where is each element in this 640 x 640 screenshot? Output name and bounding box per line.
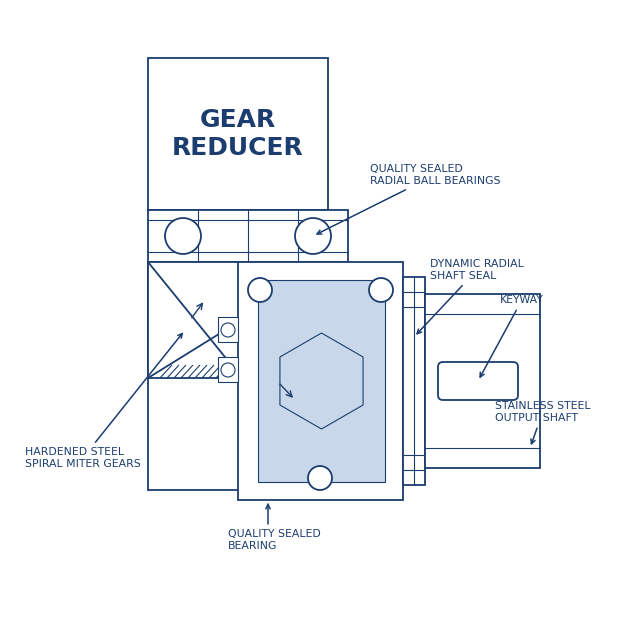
Text: QUALITY SEALED
BEARING: QUALITY SEALED BEARING	[228, 504, 321, 551]
FancyBboxPatch shape	[438, 362, 518, 400]
Bar	[148, 262, 243, 490]
Circle shape	[165, 218, 201, 254]
Bar	[238, 262, 403, 500]
Text: QUALITY SEALED
RADIAL BALL BEARINGS: QUALITY SEALED RADIAL BALL BEARINGS	[317, 164, 500, 234]
Circle shape	[248, 278, 272, 302]
Polygon shape	[148, 262, 335, 378]
Bar	[218, 317, 238, 342]
Circle shape	[308, 466, 332, 490]
Circle shape	[221, 323, 235, 337]
Text: DYNAMIC RADIAL
SHAFT SEAL: DYNAMIC RADIAL SHAFT SEAL	[417, 259, 524, 333]
Text: KEYWAY: KEYWAY	[480, 295, 544, 377]
Bar	[148, 210, 348, 262]
Circle shape	[369, 278, 393, 302]
Text: STAINLESS STEEL
OUTPUT SHAFT: STAINLESS STEEL OUTPUT SHAFT	[495, 401, 591, 444]
Bar	[258, 280, 385, 482]
Circle shape	[221, 363, 235, 377]
Polygon shape	[280, 333, 363, 429]
Text: HARDENED STEEL
SPIRAL MITER GEARS: HARDENED STEEL SPIRAL MITER GEARS	[25, 333, 182, 468]
Bar	[425, 294, 540, 468]
Text: GEAR
REDUCER: GEAR REDUCER	[172, 108, 304, 160]
Circle shape	[295, 218, 331, 254]
Bar	[218, 357, 238, 382]
Bar	[148, 58, 328, 210]
Bar	[403, 277, 425, 485]
